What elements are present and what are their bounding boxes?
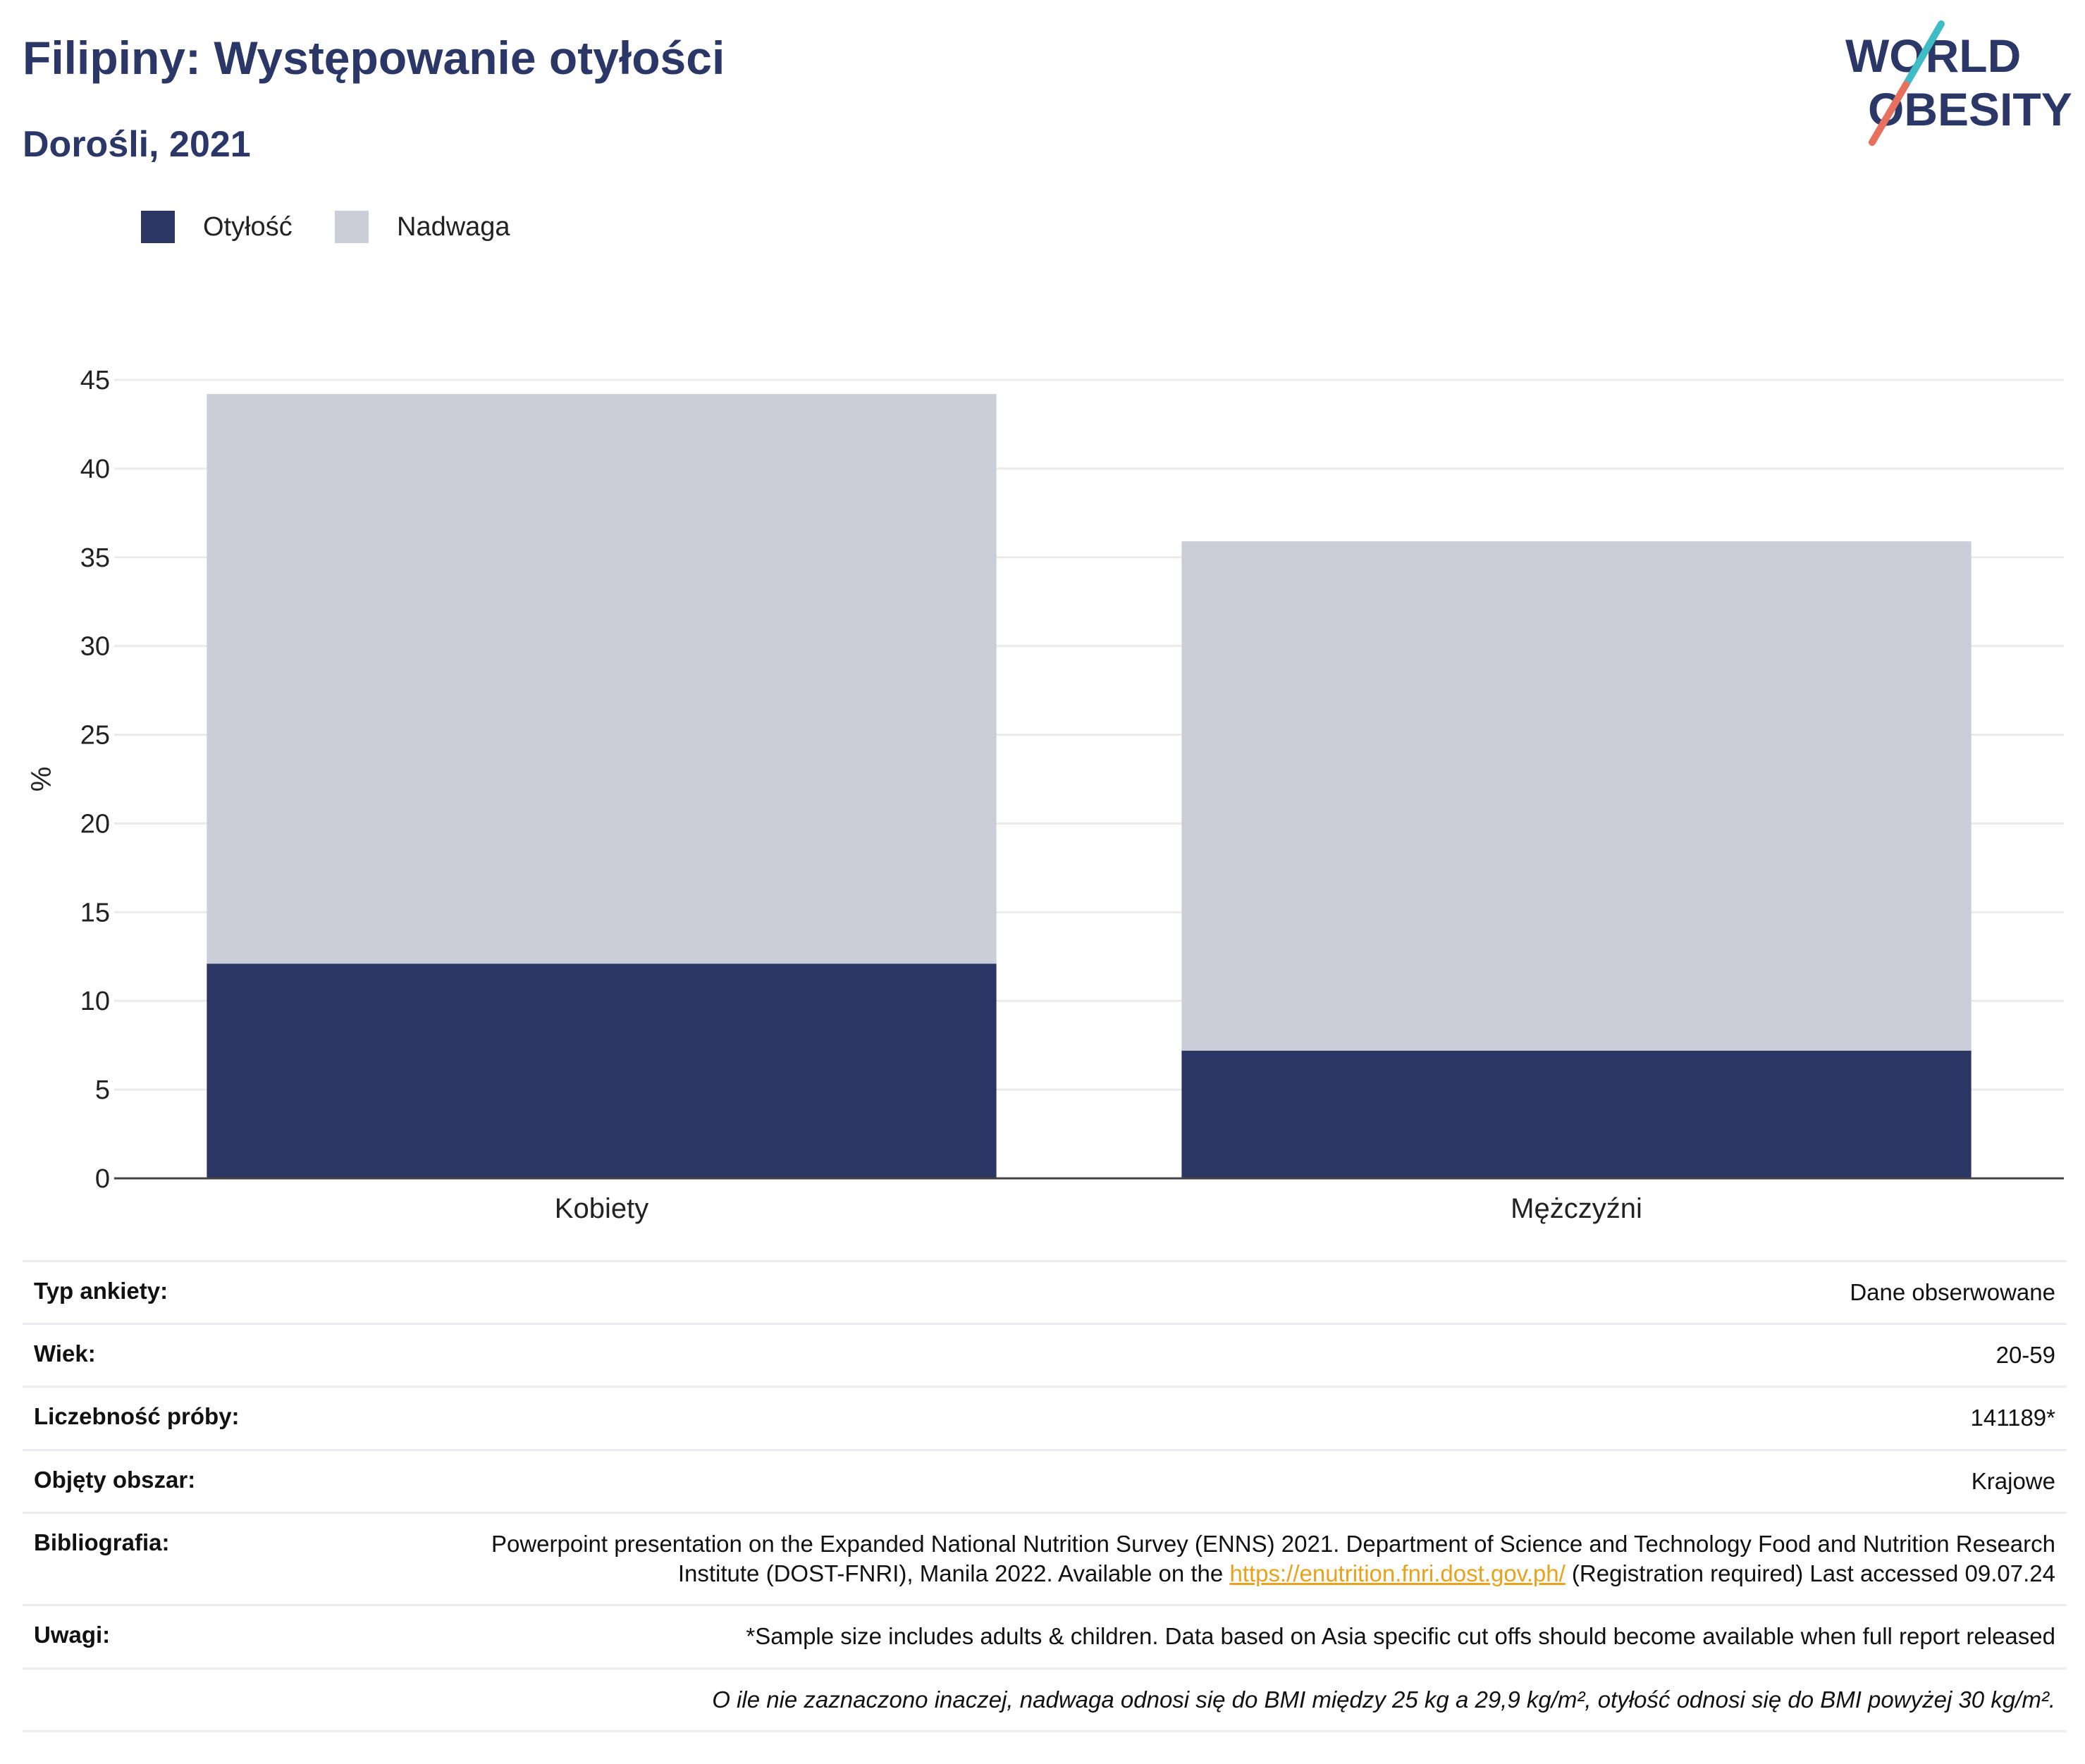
info-label-age: Wiek: bbox=[34, 1340, 96, 1367]
info-table: Typ ankiety: Dane obserwowane Wiek: 20-5… bbox=[23, 1260, 2067, 1732]
bar-overweight bbox=[1181, 541, 1972, 1051]
info-value-sample-size: 141189* bbox=[1970, 1405, 2055, 1431]
logo-slash-coral bbox=[1869, 81, 1909, 146]
logo-slash-teal bbox=[1902, 20, 1945, 88]
legend-item-overweight[interactable]: Nadwaga bbox=[335, 209, 510, 245]
y-tick-label: 40 bbox=[80, 455, 110, 484]
info-row-age: Wiek: 20-59 bbox=[23, 1323, 2067, 1386]
bibliography-link[interactable]: https://enutrition.fnri.dost.gov.ph/ bbox=[1229, 1560, 1566, 1587]
bar-overweight bbox=[207, 394, 997, 964]
legend-label-obesity: Otyłość bbox=[203, 211, 293, 242]
bar-obesity bbox=[207, 963, 997, 1178]
info-value-notes: *Sample size includes adults & children.… bbox=[746, 1623, 2055, 1650]
info-value-coverage: Krajowe bbox=[1971, 1467, 2055, 1494]
y-tick-label: 30 bbox=[80, 632, 110, 662]
info-value-definition: O ile nie zaznaczono inaczej, nadwaga od… bbox=[712, 1686, 2055, 1713]
legend-swatch-obesity bbox=[141, 211, 175, 243]
legend-item-obesity[interactable]: Otyłość bbox=[141, 209, 293, 245]
info-label-bibliography: Bibliografia: bbox=[34, 1529, 170, 1555]
bibliography-text: Powerpoint presentation on the Expanded … bbox=[491, 1530, 2055, 1587]
info-row-definition: O ile nie zaznaczono inaczej, nadwaga od… bbox=[23, 1667, 2067, 1732]
info-value-age: 20-59 bbox=[1995, 1342, 2055, 1369]
legend-label-overweight: Nadwaga bbox=[397, 211, 510, 242]
y-tick-label: 25 bbox=[80, 721, 110, 751]
y-tick-label: 15 bbox=[80, 898, 110, 927]
y-tick-label: 0 bbox=[95, 1164, 110, 1194]
y-tick-label: 5 bbox=[95, 1075, 110, 1105]
info-label-sample-size: Liczebność próby: bbox=[34, 1403, 240, 1430]
y-axis-label: % bbox=[26, 767, 57, 792]
world-obesity-logo: WORLD OBESITY bbox=[1845, 20, 2072, 146]
info-row-bibliography: Bibliografia: Powerpoint presentation on… bbox=[23, 1511, 2067, 1604]
y-tick-label: 10 bbox=[80, 987, 110, 1016]
info-value-survey-type: Dane obserwowane bbox=[1850, 1279, 2055, 1305]
bar-chart: 0 5 10 15 20 25 30 35 40 45 Kobiety Mężczyźni% bbox=[26, 366, 2064, 1224]
x-tick-label: Kobiety bbox=[555, 1193, 648, 1224]
info-row-notes: Uwagi: *Sample size includes adults & ch… bbox=[23, 1604, 2067, 1667]
info-row-sample-size: Liczebność próby: 141189* bbox=[23, 1386, 2067, 1448]
legend-swatch-overweight bbox=[335, 211, 369, 243]
info-label-survey-type: Typ ankiety: bbox=[34, 1278, 168, 1304]
page-subtitle: Dorośli, 2021 bbox=[23, 124, 251, 165]
bar-obesity bbox=[1181, 1050, 1972, 1178]
info-row-survey-type: Typ ankiety: Dane obserwowane bbox=[23, 1260, 2067, 1323]
info-label-coverage: Objęty obszar: bbox=[34, 1466, 196, 1493]
y-tick-label: 20 bbox=[80, 809, 110, 839]
x-tick-label: Mężczyźni bbox=[1511, 1193, 1642, 1224]
info-value-bibliography: Powerpoint presentation on the Expanded … bbox=[434, 1529, 2055, 1589]
bibliography-text-after: (Registration required) Last accessed 09… bbox=[1565, 1560, 2055, 1587]
y-tick-label: 45 bbox=[80, 366, 110, 395]
page-title: Filipiny: Występowanie otyłości bbox=[23, 32, 725, 84]
info-label-notes: Uwagi: bbox=[34, 1622, 111, 1648]
info-row-coverage: Objęty obszar: Krajowe bbox=[23, 1448, 2067, 1512]
y-tick-label: 35 bbox=[80, 543, 110, 573]
